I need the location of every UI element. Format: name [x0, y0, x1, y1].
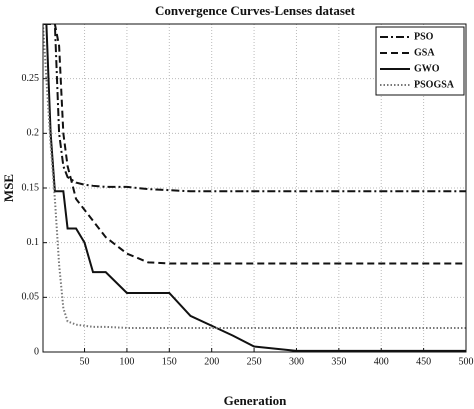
chart-title: Convergence Curves-Lenses dataset — [155, 3, 356, 18]
x-tick-label: 300 — [289, 356, 304, 367]
x-tick-label: 500 — [459, 356, 474, 367]
x-tick-label: 450 — [416, 356, 431, 367]
series-line — [43, 24, 466, 329]
series-line — [43, 24, 466, 193]
y-tick-label: 0.1 — [27, 237, 40, 248]
legend-label: PSOGSA — [414, 79, 455, 90]
x-tick-label: 150 — [162, 356, 177, 367]
legend-label: GSA — [414, 47, 435, 58]
x-axis-label: Generation — [224, 393, 288, 408]
legend-box — [375, 26, 465, 96]
plot-frame — [42, 23, 467, 353]
x-tick-label: 250 — [247, 356, 262, 367]
y-tick-label: 0.15 — [22, 182, 40, 193]
legend-label: GWO — [414, 63, 440, 74]
y-tick-label: 0 — [34, 346, 39, 357]
series-line — [43, 24, 466, 265]
x-tick-label: 200 — [204, 356, 219, 367]
x-tick-label: 400 — [374, 356, 389, 367]
legend-label: PSO — [414, 31, 434, 42]
y-axis-label: MSE — [1, 174, 16, 202]
y-tick-label: 0.25 — [22, 73, 40, 84]
y-tick-label: 0.05 — [22, 292, 40, 303]
y-tick-label: 0.2 — [27, 128, 40, 139]
x-tick-label: 100 — [119, 356, 134, 367]
x-tick-label: 50 — [80, 356, 90, 367]
series-line — [43, 24, 466, 352]
lines — [43, 24, 466, 352]
x-tick-label: 350 — [331, 356, 346, 367]
